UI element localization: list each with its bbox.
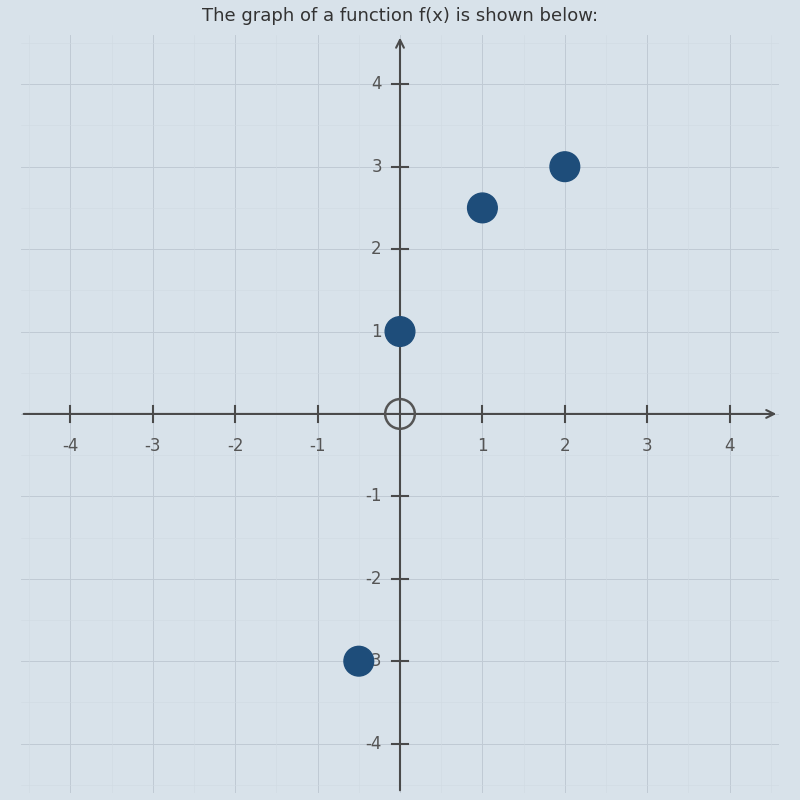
- Text: 3: 3: [371, 158, 382, 176]
- Circle shape: [550, 152, 580, 182]
- Title: The graph of a function f(x) is shown below:: The graph of a function f(x) is shown be…: [202, 7, 598, 25]
- Text: -4: -4: [366, 734, 382, 753]
- Text: -1: -1: [366, 487, 382, 506]
- Circle shape: [385, 317, 415, 346]
- Circle shape: [344, 646, 374, 676]
- Text: 1: 1: [477, 437, 488, 455]
- Text: -3: -3: [366, 652, 382, 670]
- Text: 2: 2: [371, 240, 382, 258]
- Text: -1: -1: [310, 437, 326, 455]
- Text: 4: 4: [371, 75, 382, 94]
- Text: 2: 2: [559, 437, 570, 455]
- Text: -3: -3: [145, 437, 161, 455]
- Text: -2: -2: [366, 570, 382, 588]
- Circle shape: [467, 193, 498, 222]
- Text: -4: -4: [62, 437, 78, 455]
- Text: 3: 3: [642, 437, 653, 455]
- Text: -2: -2: [227, 437, 243, 455]
- Text: 4: 4: [725, 437, 735, 455]
- Text: 1: 1: [371, 322, 382, 341]
